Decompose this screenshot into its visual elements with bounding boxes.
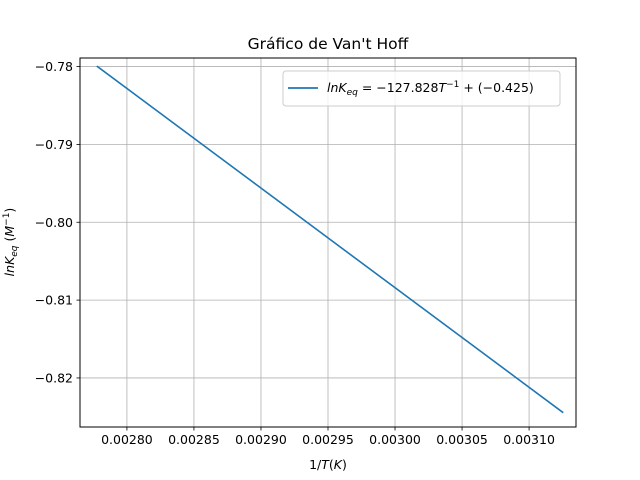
series-layer (96, 65, 564, 414)
x-tick-label: 0.00295 (302, 432, 354, 447)
x-axis-label: 1/T(K) (309, 457, 347, 472)
x-axis-ticks: 0.00280 0.00285 0.00290 0.00295 0.00300 0.003… (101, 427, 555, 447)
y-tick-label: −0.78 (35, 59, 73, 74)
legend: lnKeq = −127.828T−1 + (−0.425) (282, 70, 561, 107)
x-tick-label: 0.00310 (503, 432, 555, 447)
legend-box (282, 70, 561, 107)
legend-entry: lnKeq = −127.828T−1 + (−0.425) (327, 80, 534, 98)
x-tick-label: 0.00285 (168, 432, 220, 447)
y-axis-ticks: −0.78 −0.79 −0.80 −0.81 −0.82 (35, 59, 80, 385)
y-tick-label: −0.81 (35, 293, 73, 308)
y-tick-label: −0.79 (35, 137, 73, 152)
y-tick-label: −0.82 (35, 370, 73, 385)
x-tick-label: 0.00300 (369, 432, 421, 447)
x-tick-label: 0.00290 (235, 432, 287, 447)
chart-title: Gráfico de Van't Hoff (248, 35, 409, 53)
y-tick-label: −0.80 (35, 215, 73, 230)
grid-lines (80, 58, 576, 427)
series-line (96, 65, 564, 414)
y-axis-label: lnKeq (M−1) (2, 208, 20, 277)
x-tick-label: 0.00305 (436, 432, 488, 447)
x-tick-label: 0.00280 (101, 432, 153, 447)
